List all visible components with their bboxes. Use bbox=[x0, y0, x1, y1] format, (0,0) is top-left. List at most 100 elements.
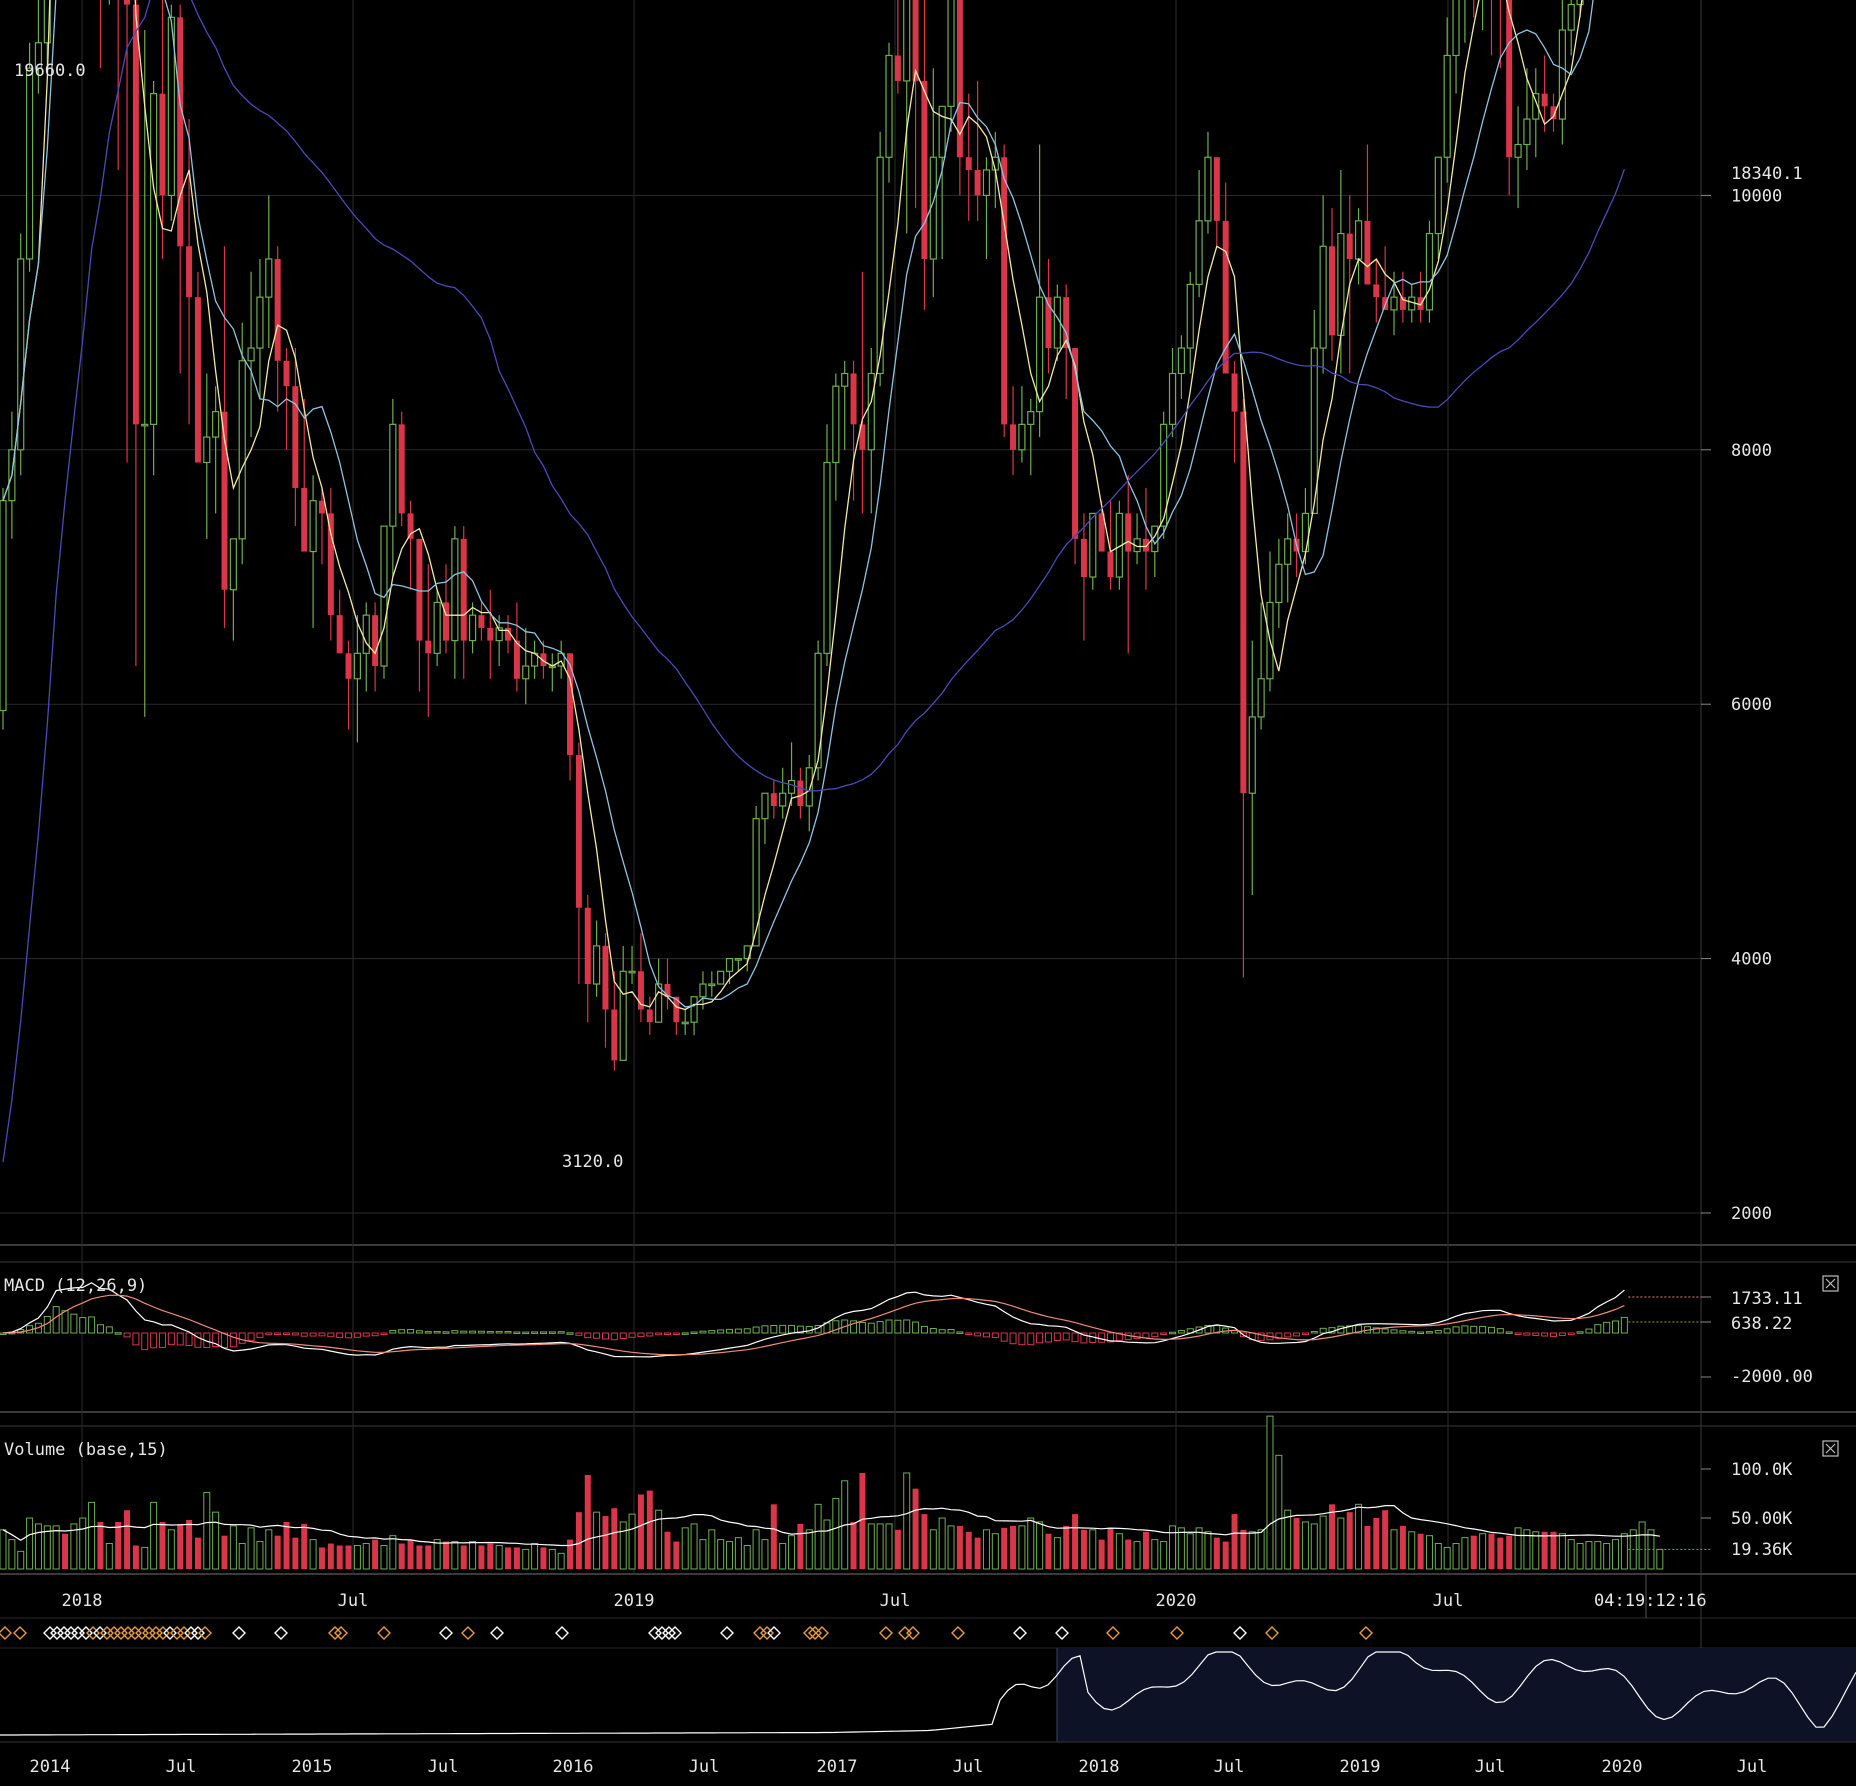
candle[interactable] bbox=[159, 0, 166, 259]
candle[interactable] bbox=[708, 971, 716, 997]
candle[interactable] bbox=[1452, 0, 1460, 94]
event-marker-diamond[interactable] bbox=[191, 1626, 205, 1640]
candle[interactable] bbox=[921, 0, 928, 310]
candle[interactable] bbox=[947, 0, 955, 132]
candle[interactable] bbox=[655, 958, 663, 1023]
candle[interactable] bbox=[1001, 144, 1008, 438]
candle[interactable] bbox=[177, 4, 184, 374]
candle[interactable] bbox=[602, 933, 609, 1048]
event-marker-diamond[interactable] bbox=[156, 1626, 170, 1640]
candle[interactable] bbox=[1072, 348, 1079, 565]
event-marker-diamond[interactable] bbox=[86, 1626, 100, 1640]
candle[interactable] bbox=[425, 564, 432, 717]
event-marker-diamond[interactable] bbox=[184, 1626, 198, 1640]
candle[interactable] bbox=[380, 525, 388, 679]
event-marker-diamond[interactable] bbox=[0, 1626, 12, 1640]
candle[interactable] bbox=[451, 526, 459, 679]
candle[interactable] bbox=[292, 348, 299, 527]
event-marker-diamond[interactable] bbox=[1106, 1626, 1120, 1640]
candle[interactable] bbox=[584, 895, 591, 1023]
event-marker-diamond[interactable] bbox=[232, 1626, 246, 1640]
candle[interactable] bbox=[628, 945, 636, 985]
candle[interactable] bbox=[982, 157, 991, 259]
candle[interactable] bbox=[1125, 475, 1132, 654]
candle[interactable] bbox=[867, 348, 875, 514]
event-marker-diamond[interactable] bbox=[815, 1626, 829, 1640]
macd-close-icon[interactable] bbox=[1822, 1275, 1839, 1292]
candle[interactable] bbox=[115, 0, 121, 170]
candle[interactable] bbox=[1036, 144, 1044, 438]
event-marker-diamond[interactable] bbox=[1233, 1626, 1247, 1640]
event-marker-diamond[interactable] bbox=[1055, 1626, 1069, 1640]
candle[interactable] bbox=[752, 805, 760, 947]
candle[interactable] bbox=[1462, 0, 1468, 43]
candle[interactable] bbox=[690, 996, 698, 1035]
candle[interactable] bbox=[150, 80, 158, 476]
candle[interactable] bbox=[353, 615, 361, 743]
candle[interactable] bbox=[1045, 259, 1052, 374]
candle[interactable] bbox=[336, 589, 343, 654]
candle[interactable] bbox=[487, 589, 494, 679]
candle[interactable] bbox=[274, 246, 281, 412]
candle[interactable] bbox=[567, 653, 574, 781]
candle[interactable] bbox=[1434, 156, 1442, 259]
price-pane[interactable] bbox=[0, 0, 1711, 1163]
candle[interactable] bbox=[132, 0, 139, 667]
candle[interactable] bbox=[318, 487, 325, 565]
candle[interactable] bbox=[1471, 0, 1477, 18]
candle[interactable] bbox=[1010, 386, 1017, 476]
candle[interactable] bbox=[1222, 182, 1229, 374]
candle[interactable] bbox=[885, 42, 893, 183]
event-marker-diamond[interactable] bbox=[163, 1626, 177, 1640]
candle[interactable] bbox=[460, 526, 467, 679]
event-marker-diamond[interactable] bbox=[648, 1626, 662, 1640]
candle[interactable] bbox=[832, 373, 840, 501]
event-marker-diamond[interactable] bbox=[655, 1626, 669, 1640]
candle[interactable] bbox=[1497, 0, 1503, 69]
candle[interactable] bbox=[974, 80, 981, 221]
candle[interactable] bbox=[1319, 195, 1327, 374]
candle[interactable] bbox=[1541, 55, 1548, 132]
event-marker-diamond[interactable] bbox=[1359, 1626, 1373, 1640]
candle[interactable] bbox=[1506, 0, 1513, 196]
candle[interactable] bbox=[1275, 538, 1283, 628]
candle[interactable] bbox=[1248, 640, 1256, 895]
candle[interactable] bbox=[1195, 169, 1203, 298]
candle[interactable] bbox=[265, 195, 273, 349]
event-marker-diamond[interactable] bbox=[170, 1626, 184, 1640]
event-marker-diamond[interactable] bbox=[767, 1626, 781, 1640]
candle[interactable] bbox=[194, 271, 201, 463]
candle[interactable] bbox=[1018, 386, 1026, 463]
candle[interactable] bbox=[787, 742, 796, 806]
candle[interactable] bbox=[398, 411, 405, 527]
event-marker-diamond[interactable] bbox=[1013, 1626, 1027, 1640]
candle[interactable] bbox=[256, 259, 264, 399]
event-marker-diamond[interactable] bbox=[274, 1626, 288, 1640]
candle[interactable] bbox=[779, 767, 787, 819]
candle[interactable] bbox=[443, 564, 449, 654]
candle[interactable] bbox=[416, 538, 423, 692]
candle[interactable] bbox=[1213, 157, 1220, 247]
candle[interactable] bbox=[699, 971, 707, 1010]
event-markers[interactable] bbox=[0, 1626, 1373, 1640]
candle[interactable] bbox=[25, 42, 34, 272]
candle[interactable] bbox=[1399, 271, 1406, 323]
candle[interactable] bbox=[717, 970, 725, 985]
candle[interactable] bbox=[619, 945, 627, 1061]
candle[interactable] bbox=[1168, 348, 1177, 438]
event-marker-diamond[interactable] bbox=[107, 1626, 121, 1640]
candle[interactable] bbox=[1329, 208, 1335, 361]
candle[interactable] bbox=[389, 398, 397, 577]
event-marker-diamond[interactable] bbox=[177, 1626, 191, 1640]
candle[interactable] bbox=[34, 0, 43, 94]
candle[interactable] bbox=[309, 475, 317, 628]
candle[interactable] bbox=[1186, 271, 1194, 374]
event-marker-diamond[interactable] bbox=[906, 1626, 920, 1640]
candle[interactable] bbox=[1532, 68, 1540, 158]
candle[interactable] bbox=[522, 627, 530, 705]
event-marker-diamond[interactable] bbox=[198, 1626, 212, 1640]
volume-pane[interactable] bbox=[0, 1415, 1711, 1570]
event-marker-diamond[interactable] bbox=[377, 1626, 391, 1640]
event-marker-diamond[interactable] bbox=[951, 1626, 965, 1640]
